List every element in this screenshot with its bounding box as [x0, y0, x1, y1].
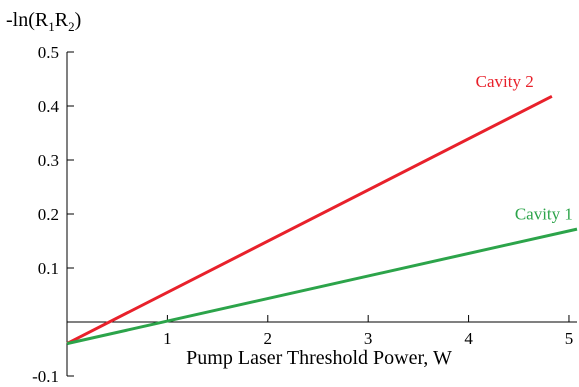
- y-tick-label: 0.1: [38, 259, 59, 278]
- x-tick-label: 5: [565, 329, 574, 348]
- y-axis-title-sub2: 2: [68, 19, 75, 34]
- y-axis-title-mid: R: [55, 9, 69, 31]
- x-tick-label: 2: [264, 329, 273, 348]
- y-axis-title-prefix: -ln(R: [6, 9, 49, 31]
- series-line-cavity-2: [66, 94, 553, 345]
- y-axis-title-suffix: ): [75, 9, 82, 31]
- y-tick-label: 0.4: [38, 97, 60, 116]
- x-tick-label: 4: [464, 329, 473, 348]
- y-axis-title: -ln(R1R2): [6, 9, 81, 34]
- x-axis-title: Pump Laser Threshold Power, W: [186, 347, 452, 369]
- series-line-cavity-1: [66, 227, 578, 346]
- y-tick-label: 0.5: [38, 43, 59, 62]
- series-label-cavity-2: Cavity 2: [476, 72, 534, 91]
- x-tick-label: 3: [364, 329, 373, 348]
- axes: 1 2 3 4 5 -0.1 0.1 0.2 0.3 0.4 0.5: [32, 43, 577, 386]
- y-tick-label: 0.3: [38, 151, 59, 170]
- y-tick-label: -0.1: [32, 367, 59, 386]
- x-tick-label: 1: [163, 329, 172, 348]
- series-label-cavity-1: Cavity 1: [515, 204, 573, 223]
- svg-text:-ln(R1R2): -ln(R1R2): [6, 9, 81, 34]
- y-tick-label: 0.2: [38, 205, 59, 224]
- y-axis-title-sub1: 1: [48, 19, 55, 34]
- series-layer: Cavity 2 Cavity 1: [66, 72, 578, 346]
